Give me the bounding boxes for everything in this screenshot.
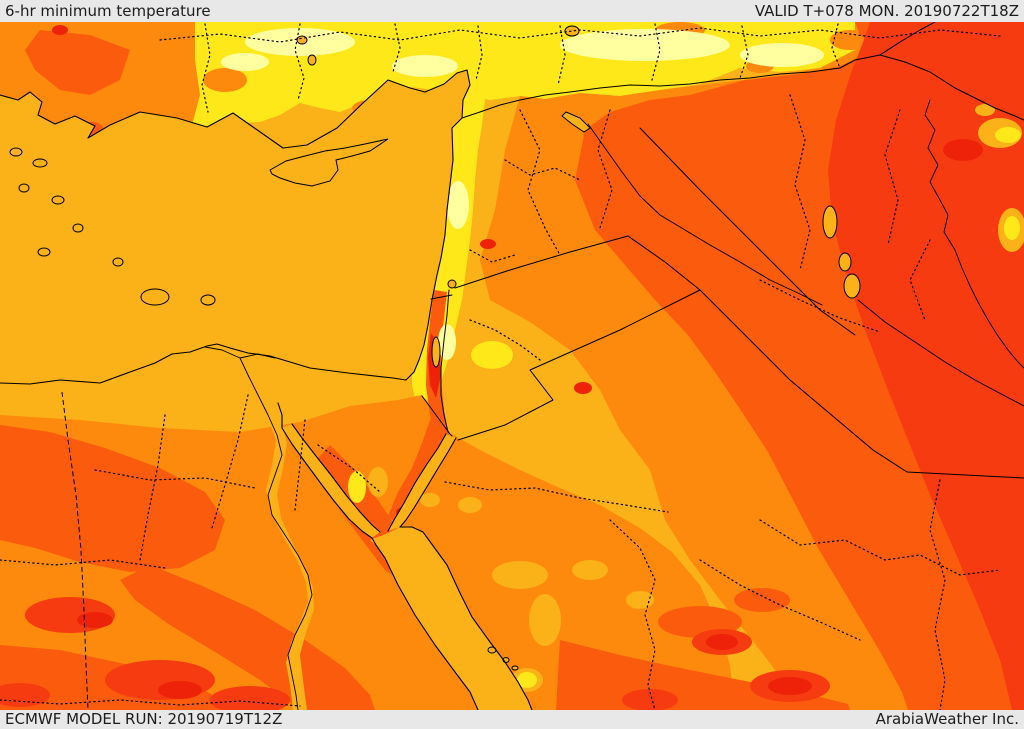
syria-iraq-border <box>639 127 856 336</box>
temp-layer-red-orange <box>0 22 1024 710</box>
aegean-island <box>9 147 23 157</box>
islands <box>9 138 519 671</box>
dashed-borders <box>61 391 89 710</box>
rivers <box>204 99 1024 710</box>
mediterranean-coast <box>0 69 471 385</box>
lake-assad <box>561 111 591 133</box>
aegean-island <box>112 257 124 267</box>
red-sea-coast <box>371 526 533 710</box>
map-area <box>0 22 1024 710</box>
gulf-of-aqaba <box>388 434 456 531</box>
aegean-island <box>72 223 84 233</box>
suez-gulf-coast <box>281 423 381 539</box>
aqaba-gulf-coast <box>387 433 457 532</box>
egypt-libya-border <box>61 391 89 710</box>
suez-canal <box>277 402 283 429</box>
coastlines <box>0 69 533 710</box>
aegean-island <box>200 294 216 306</box>
tigris-river <box>924 99 1024 369</box>
lake-beysehir <box>307 54 317 66</box>
syria-jordan-border <box>454 235 629 289</box>
lake-razzaza <box>843 273 861 299</box>
nile-branch <box>204 346 241 359</box>
turkey-ne-border <box>879 22 936 56</box>
status-bar: ECMWF MODEL RUN: 20190719T12Z ArabiaWeat… <box>0 710 1024 729</box>
nile-river <box>239 357 313 710</box>
israel-lebanon-border <box>430 294 453 300</box>
title-bar: 6-hr minimum temperature VALID T+078 MON… <box>0 0 1024 22</box>
aegean-island <box>37 247 51 257</box>
euphrates-river <box>857 299 1024 407</box>
lake-tuz <box>564 25 580 37</box>
dead-sea <box>431 336 441 368</box>
aegean-island <box>18 183 30 193</box>
sea-of-galilee <box>447 279 457 289</box>
aegean-island <box>32 158 48 168</box>
page-title: 6-hr minimum temperature <box>5 1 211 20</box>
lakes <box>296 25 861 368</box>
rhodes-island <box>140 288 170 306</box>
gulf-of-suez <box>282 424 380 538</box>
temp-layer-yellow-spots <box>348 127 1021 688</box>
temperature-map <box>0 22 1024 710</box>
cyprus-island <box>269 138 389 187</box>
turkey-syria-border <box>461 54 881 119</box>
jordan-saudi-border <box>457 289 701 441</box>
lake-tharthar <box>822 205 838 239</box>
aegean-island <box>51 195 65 205</box>
jordan-river-border <box>440 289 453 437</box>
red-sea <box>370 527 532 710</box>
admin-borders <box>0 23 1001 710</box>
israel-egypt-border <box>421 395 451 435</box>
red-sea-island <box>511 665 519 671</box>
credit-label: ArabiaWeather Inc. <box>875 710 1019 728</box>
valid-time-label: VALID T+078 MON. 20190722T18Z <box>754 1 1019 20</box>
iraq-saudi-border <box>699 289 1024 479</box>
euphrates-river <box>587 123 823 306</box>
model-run-label: ECMWF MODEL RUN: 20190719T12Z <box>5 710 283 728</box>
jordan-iraq-border <box>627 235 701 291</box>
country-borders <box>421 22 1024 479</box>
turkey-iraq-border <box>879 54 1024 121</box>
lake-habbaniyah <box>838 252 852 272</box>
